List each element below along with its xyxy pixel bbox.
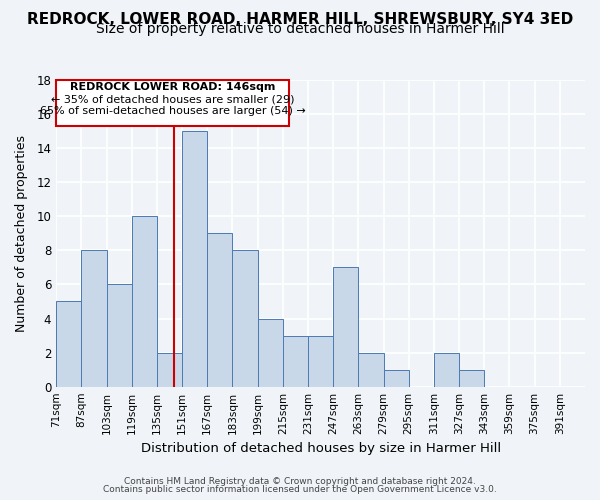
Text: REDROCK LOWER ROAD: 146sqm: REDROCK LOWER ROAD: 146sqm	[70, 82, 275, 92]
Bar	[333, 268, 358, 386]
Bar	[56, 302, 82, 386]
Bar	[232, 250, 257, 386]
Bar	[283, 336, 308, 386]
Text: ← 35% of detached houses are smaller (29): ← 35% of detached houses are smaller (29…	[51, 94, 294, 104]
Text: REDROCK, LOWER ROAD, HARMER HILL, SHREWSBURY, SY4 3ED: REDROCK, LOWER ROAD, HARMER HILL, SHREWS…	[27, 12, 573, 28]
Bar	[107, 284, 132, 386]
Bar	[459, 370, 484, 386]
Text: Contains HM Land Registry data © Crown copyright and database right 2024.: Contains HM Land Registry data © Crown c…	[124, 477, 476, 486]
Bar	[434, 352, 459, 386]
X-axis label: Distribution of detached houses by size in Harmer Hill: Distribution of detached houses by size …	[140, 442, 500, 455]
Bar	[257, 318, 283, 386]
Text: Size of property relative to detached houses in Harmer Hill: Size of property relative to detached ho…	[95, 22, 505, 36]
Text: 65% of semi-detached houses are larger (54) →: 65% of semi-detached houses are larger (…	[40, 106, 305, 116]
Bar	[308, 336, 333, 386]
Bar	[82, 250, 107, 386]
Bar	[207, 234, 232, 386]
Y-axis label: Number of detached properties: Number of detached properties	[15, 135, 28, 332]
Text: Contains public sector information licensed under the Open Government Licence v3: Contains public sector information licen…	[103, 485, 497, 494]
Bar	[358, 352, 383, 386]
Bar	[182, 131, 207, 386]
Bar	[132, 216, 157, 386]
Bar	[383, 370, 409, 386]
Bar	[157, 352, 182, 386]
